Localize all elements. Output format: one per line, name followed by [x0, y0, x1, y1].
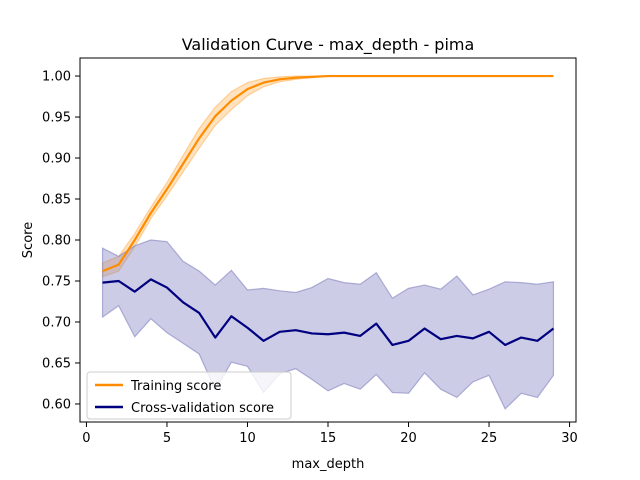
x-axis-label: max_depth [292, 457, 365, 472]
y-tick-label: 0.70 [42, 315, 71, 330]
x-tick-label: 10 [239, 431, 256, 446]
y-tick-label: 1.00 [42, 70, 71, 85]
y-tick-label: 0.65 [42, 356, 71, 371]
series-lines [102, 74, 555, 347]
legend: Training score Cross-validation score [86, 371, 292, 420]
x-tick-label: 25 [481, 431, 498, 446]
y-tick-label: 0.90 [42, 152, 71, 167]
x-tick-label: 20 [400, 431, 417, 446]
y-tick-label: 0.60 [42, 397, 71, 412]
x-tick-label: 5 [163, 431, 171, 446]
y-axis-ticks: 0.60 0.65 0.70 0.75 0.80 0.85 0.90 0.95 1.00 [42, 70, 80, 412]
cross-validation-score-band [101, 239, 555, 410]
x-tick-label: 15 [320, 431, 337, 446]
legend-label-training: Training score [130, 379, 221, 394]
x-tick-label: 30 [561, 431, 578, 446]
chart-title: Validation Curve - max_depth - pima [182, 35, 475, 55]
legend-label-cross-validation: Cross-validation score [131, 401, 274, 416]
y-axis-label: Score [21, 222, 36, 258]
y-tick-label: 0.85 [42, 193, 71, 208]
x-tick-label: 0 [82, 431, 90, 446]
x-axis-ticks: 0 5 10 15 20 25 30 [82, 422, 578, 446]
cross-validation-score-line [102, 278, 555, 347]
y-tick-label: 0.95 [42, 111, 71, 126]
legend-box [86, 371, 292, 420]
y-tick-label: 0.80 [42, 234, 71, 249]
y-tick-label: 0.75 [42, 274, 71, 289]
training-score-line [102, 74, 554, 273]
